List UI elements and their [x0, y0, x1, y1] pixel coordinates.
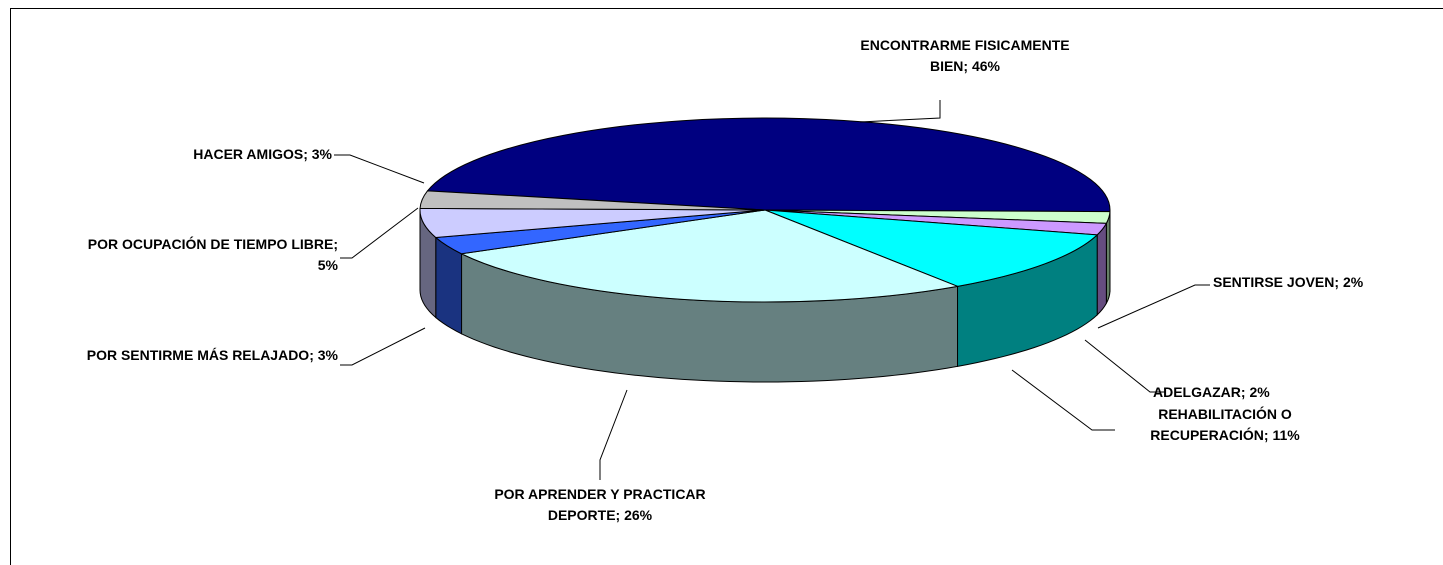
value-label: 2% [1249, 384, 1270, 400]
leader-line [334, 154, 425, 184]
data-label: POR SENTIRME MÁS RELAJADO; 3% [80, 345, 338, 366]
data-label: POR OCUPACIÓN DE TIEMPO LIBRE; 5% [80, 234, 338, 276]
leader-line [340, 327, 426, 366]
leader-line [599, 389, 628, 480]
label-separator: ; [303, 146, 312, 162]
label-separator: ; [1263, 427, 1273, 443]
side-walls [419, 209, 1111, 383]
data-label: ENCONTRARME FISICAMENTE BIEN; 46% [845, 35, 1085, 77]
label-separator: ; [309, 347, 318, 363]
category: ADELGAZAR [1153, 384, 1241, 400]
data-label: HACER AMIGOS; 3% [60, 144, 332, 165]
data-label: POR APRENDER Y PRACTICAR DEPORTE; 26% [470, 484, 730, 526]
data-label: REHABILITACIÓN O RECUPERACIÓN; 11% [1110, 404, 1340, 446]
leader-line [1011, 369, 1115, 431]
slice [764, 209, 1099, 287]
leader-line [1084, 339, 1165, 393]
slice [426, 117, 1111, 213]
value-label: 3% [311, 146, 332, 162]
leader-line [340, 207, 419, 259]
value-label: 3% [317, 347, 338, 363]
category: SENTIRSE JOVEN [1213, 274, 1335, 290]
value-label: 11% [1272, 427, 1300, 443]
category: POR OCUPACIÓN DE TIEMPO LIBRE [87, 236, 334, 252]
value-label: 46% [971, 58, 1001, 74]
category: POR SENTIRME MÁS RELAJADO [86, 347, 310, 363]
value-label: 26% [624, 507, 653, 523]
category: ENCONTRARME FISICAMENTE BIEN [860, 37, 1070, 74]
leader-line [1097, 284, 1210, 329]
data-label: ADELGAZAR; 2% [1153, 382, 1353, 403]
category: HACER AMIGOS [193, 146, 304, 162]
label-separator: ; [1240, 384, 1250, 400]
chart-frame [10, 8, 1443, 565]
slice-side [1096, 221, 1107, 317]
value-label: 2% [1342, 274, 1364, 290]
slice [419, 190, 766, 211]
label-separator: ; [333, 236, 338, 252]
category: POR APRENDER Y PRACTICAR DEPORTE [494, 486, 706, 523]
leader-line [859, 100, 941, 123]
category: REHABILITACIÓN O RECUPERACIÓN [1150, 406, 1292, 443]
slice [459, 209, 960, 303]
label-separator: ; [1334, 274, 1343, 290]
label-separator: ; [963, 58, 972, 74]
label-separator: ; [615, 507, 625, 523]
slice-side [1105, 211, 1111, 304]
top-faces [419, 117, 1111, 303]
data-label: SENTIRSE JOVEN; 2% [1213, 272, 1443, 293]
value-label: 5% [317, 257, 338, 273]
